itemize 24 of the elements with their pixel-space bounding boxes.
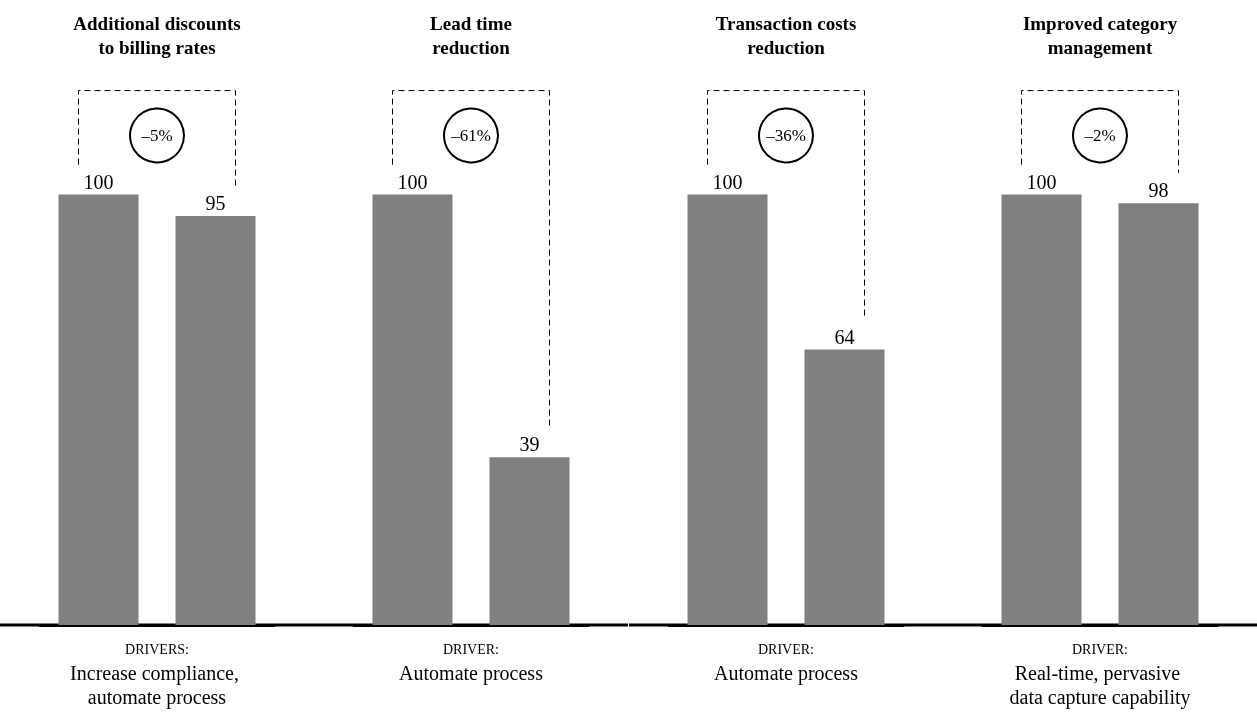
data-label: 100 (83, 170, 114, 193)
chart-title: Additional discounts to billing rates (73, 12, 241, 58)
text: DRIVER: (1071, 641, 1128, 657)
data-label: 100 (712, 170, 742, 193)
text: –2% (1083, 126, 1116, 146)
data-label: 100 (397, 170, 428, 193)
text: –5% (140, 126, 173, 146)
chart-title: Lead time reduction (430, 12, 513, 58)
chart-title: Transaction costs reduction (715, 12, 856, 58)
data-label: 39 (519, 433, 540, 456)
data-label: 100 (1026, 170, 1057, 193)
data-label: 98 (1148, 179, 1169, 202)
text: Real-time, pervasive data capture capability (1009, 662, 1191, 709)
data-label: 95 (205, 192, 226, 215)
text: DRIVER: (443, 641, 500, 657)
text: –61% (450, 126, 492, 146)
text: Automate process (399, 662, 544, 685)
text: DRIVERS: (125, 641, 189, 657)
text: DRIVER: (757, 641, 814, 657)
text: –36% (764, 126, 806, 146)
text: Increase compliance, automate process (70, 662, 244, 709)
data-label: 64 (834, 325, 854, 348)
chart-title: Improved category management (1022, 12, 1178, 58)
text: Automate process (713, 662, 858, 685)
